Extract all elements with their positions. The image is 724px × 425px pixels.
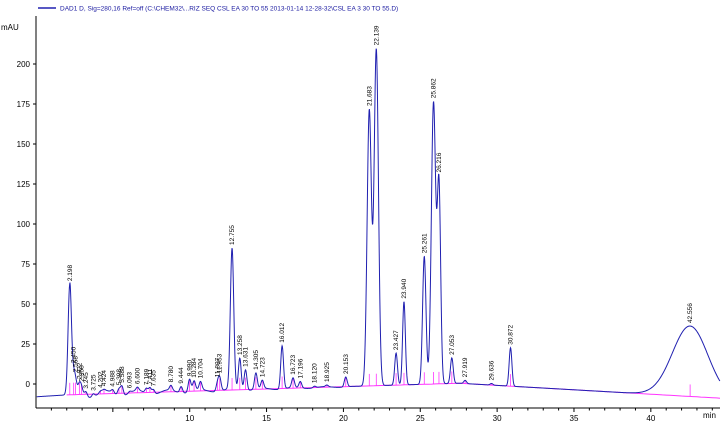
peak-label: 6.093: [127, 372, 134, 389]
x-tick-label: 35: [570, 414, 579, 423]
peak-label: 29.636: [489, 360, 496, 380]
peak-label: 14.723: [259, 357, 266, 377]
x-tick-label: 25: [416, 414, 425, 423]
y-tick-label: 175: [17, 100, 31, 109]
x-tick-label: 10: [185, 414, 194, 423]
peak-label: 4.424: [101, 370, 108, 387]
peak-label: 2.568: [72, 356, 79, 373]
peak-label: 20.153: [343, 354, 350, 374]
peak-label: 27.053: [449, 335, 456, 355]
peak-label: 42.556: [687, 303, 694, 323]
peak-label: 16.723: [290, 355, 297, 375]
peak-label: 4.202: [98, 371, 105, 388]
y-tick-label: 75: [21, 260, 30, 269]
peak-label: 3.245: [83, 372, 90, 389]
peak-label: 27.919: [462, 357, 469, 377]
x-tick-label: 30: [493, 414, 502, 423]
peak-label: 11.953: [217, 353, 224, 373]
peak-label: 2.198: [67, 264, 74, 281]
peak-label: 10.284: [191, 357, 198, 377]
peak-label: 4.988: [110, 370, 117, 387]
y-tick-label: 150: [17, 140, 31, 149]
peak-label: 30.872: [508, 325, 515, 345]
peak-label: 25.261: [421, 233, 428, 253]
y-tick-label: 25: [21, 340, 30, 349]
axes-group: 0 25 50 75 100 125 150 175 200 10 15 20 25 30 35 40: [17, 16, 720, 423]
peak-label: 26.216: [436, 152, 443, 172]
peak-label: 16.012: [279, 323, 286, 343]
peak-label: 8.780: [168, 366, 175, 383]
y-tick-label: 100: [17, 220, 31, 229]
y-tick-label: 125: [17, 180, 31, 189]
peak-label: 6.600: [134, 367, 141, 384]
peak-label: 2.958: [78, 365, 85, 382]
peak-label: 21.683: [366, 86, 373, 106]
peak-label: 17.196: [297, 358, 304, 378]
peak-label: 18.925: [324, 362, 331, 382]
peak-label: 22.139: [373, 25, 380, 45]
x-tick-label: 20: [339, 414, 348, 423]
y-axis-unit-label: mAU: [1, 23, 19, 32]
peak-label: 9.990: [187, 359, 194, 376]
y-tick-label: 50: [21, 300, 30, 309]
signal-trace: [36, 48, 721, 398]
signal-group: [36, 48, 721, 398]
peak-label: 7.635: [150, 370, 157, 387]
y-tick-label: 0: [26, 380, 31, 389]
peak-label: 12.755: [229, 225, 236, 245]
peak-label: 13.258: [237, 335, 244, 355]
peak-label: 23.940: [401, 278, 408, 298]
peak-label: 7.411: [147, 368, 154, 384]
legend: DAD1 D, Sig=280,16 Ref=off (C:\CHEM32\..…: [38, 6, 398, 13]
peak-label: 9.444: [178, 367, 185, 384]
peak-label: 3.725: [90, 374, 97, 391]
peak-label: 14.305: [253, 350, 260, 370]
x-axis-unit-label: min: [703, 411, 716, 420]
peak-label: 5.398: [116, 369, 123, 386]
peak-label: 5.588: [119, 366, 126, 383]
x-tick-label: 15: [262, 414, 271, 423]
peak-label: 23.427: [393, 330, 400, 350]
peak-label: 25.862: [431, 78, 438, 98]
peak-label: 2.822: [76, 362, 83, 379]
peak-label: 11.807: [214, 357, 221, 377]
peak-label: 2.450: [71, 346, 78, 363]
peak-label: 10.704: [198, 358, 205, 378]
x-tick-label: 40: [646, 414, 655, 423]
peak-label: 18.120: [312, 363, 319, 383]
peak-label: 7.189: [144, 368, 151, 385]
legend-text: DAD1 D, Sig=280,16 Ref=off (C:\CHEM32\..…: [60, 6, 398, 13]
y-tick-label: 200: [17, 60, 31, 69]
peak-label: 13.631: [243, 347, 250, 367]
